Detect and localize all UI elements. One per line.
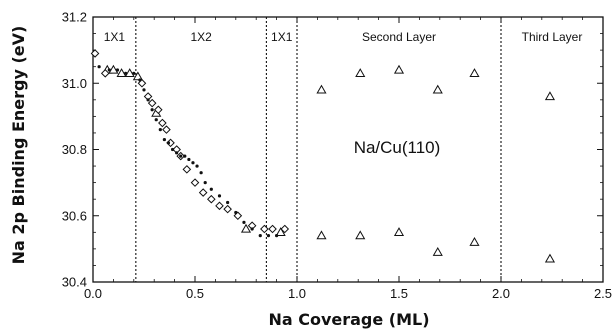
triangle-marker [355,68,366,77]
dot-marker [170,147,175,152]
region-label: Third Layer [522,30,583,44]
diamond-marker [137,78,147,88]
dot-marker [154,118,158,122]
triangle-marker [316,84,327,94]
diamond-marker [260,224,269,234]
diamond-marker [147,98,157,108]
triangle-marker [544,91,556,101]
x-tick-label: 1.0 [288,286,306,301]
dot-marker [166,141,171,145]
dot-marker [266,234,271,238]
dot-marker [250,227,254,231]
y-tick-label: 31.0 [62,76,87,91]
y-tick-label: 30.4 [62,275,87,290]
triangle-marker [355,230,366,240]
dot-marker [162,137,166,142]
plot-frame [92,16,604,283]
diamond-marker [182,165,192,174]
region-label: 1X2 [190,30,212,44]
dot-marker [234,210,238,215]
triangle-marker [393,227,405,236]
diamond-marker [198,188,208,197]
dot-marker [158,128,162,132]
dot-marker [107,68,111,72]
region-label: 1X1 [104,30,126,44]
x-axis-label: Na Coverage (ML) [268,310,429,329]
diamond-marker [280,224,290,234]
dot-marker [138,78,142,82]
dot-marker [226,200,230,205]
diamond-marker [90,49,100,58]
diamond-marker [190,178,200,187]
x-tick-label: 2.5 [594,286,612,301]
triangle-marker [116,68,127,77]
triangle-marker [316,230,327,240]
x-tick-label: 0.5 [186,286,204,301]
dot-marker [97,65,101,69]
dot-marker [203,181,207,185]
dot-marker [175,151,179,155]
y-axis-label: Na 2p Binding Energy (eV) [9,26,28,265]
dot-marker [179,154,183,158]
x-tick-label: 0.0 [84,286,102,301]
diamond-marker [223,204,232,214]
dot-marker [209,187,213,191]
diamond-marker [207,194,216,204]
dot-marker [132,71,136,75]
triangle-marker [108,64,119,74]
dot-marker [142,88,146,92]
diamond-marker [153,105,163,115]
dot-marker [187,157,191,162]
triangle-marker [240,223,252,233]
plot-area: 0.0 0.5 1.0 1.5 2.0 2.5 30.4 30.6 30.8 31.0 31.2 1X… [62,10,612,302]
x-tick-label: 1.5 [390,286,408,301]
diamond-marker [100,69,110,78]
triangle-marker [393,64,405,74]
diamond-marker [215,201,224,211]
triangle-marker [432,84,443,94]
triangle-marker [432,246,443,256]
diamond-marker [158,118,167,128]
region-label: 1X1 [271,30,293,44]
chart-annotation: Na/Cu(110) [354,138,441,157]
dot-marker [258,234,262,238]
dot-marker [217,194,222,198]
dot-marker [146,98,150,102]
triangle-marker [124,68,135,77]
dot-marker [150,108,154,112]
diamond-marker [268,224,277,234]
diamond-marker [162,125,171,134]
dot-marker [275,234,279,238]
triangle-marker [469,237,480,246]
dot-marker [195,164,199,168]
y-tick-label: 30.6 [62,208,87,223]
triangle-marker [275,227,286,236]
x-tick-label: 2.0 [492,286,510,301]
dot-marker [242,220,246,224]
dot-marker [115,68,120,72]
y-tick-label: 30.8 [62,142,87,157]
dot-marker [199,171,203,175]
y-tick-label: 31.2 [62,10,87,25]
dot-marker [124,71,128,75]
triangle-marker [544,253,556,263]
dot-marker [183,154,187,158]
triangle-marker [132,71,143,81]
triangle-marker [469,68,480,77]
dot-marker [191,161,195,165]
region-label: Second Layer [362,30,436,44]
